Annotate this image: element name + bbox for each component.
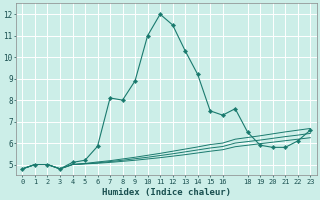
X-axis label: Humidex (Indice chaleur): Humidex (Indice chaleur) — [102, 188, 231, 197]
